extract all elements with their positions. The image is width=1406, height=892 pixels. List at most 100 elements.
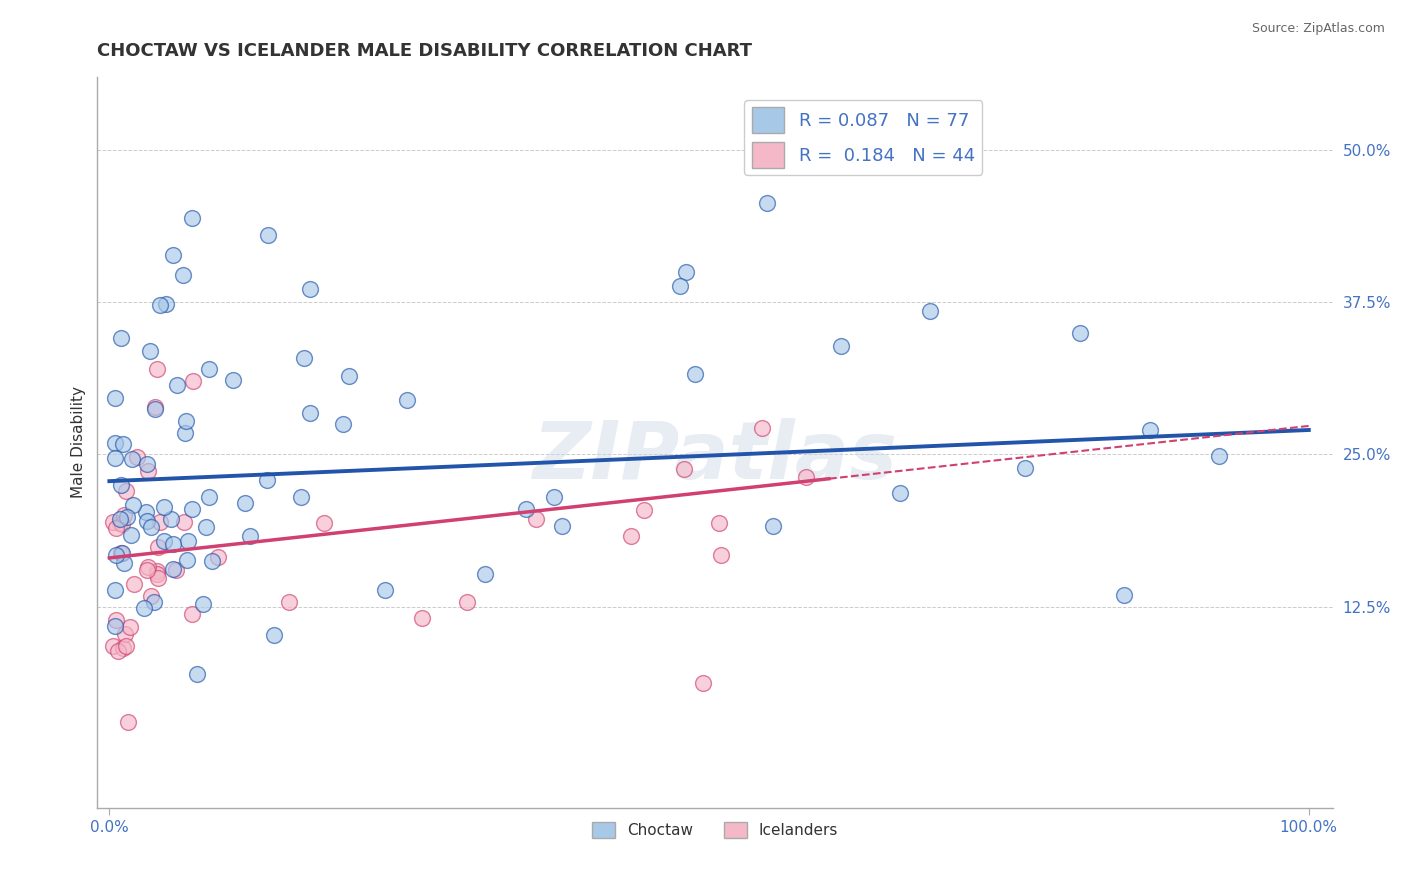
Point	[668, 279, 690, 293]
Point	[112, 508, 135, 522]
Point	[136, 457, 159, 471]
Point	[222, 373, 245, 387]
Point	[207, 550, 229, 565]
Point	[193, 597, 215, 611]
Point	[181, 502, 204, 516]
Point	[105, 549, 128, 563]
Point	[633, 503, 655, 517]
Point	[114, 627, 136, 641]
Point	[395, 393, 418, 408]
Point	[298, 406, 321, 420]
Point	[101, 516, 124, 530]
Point	[107, 644, 129, 658]
Point	[762, 518, 785, 533]
Point	[174, 426, 197, 441]
Point	[830, 338, 852, 352]
Point	[173, 515, 195, 529]
Point	[146, 565, 169, 579]
Point	[149, 515, 172, 529]
Point	[165, 563, 187, 577]
Point	[707, 516, 730, 530]
Point	[177, 533, 200, 548]
Point	[112, 437, 135, 451]
Point	[110, 511, 132, 525]
Point	[117, 715, 139, 730]
Point	[692, 675, 714, 690]
Point	[1114, 588, 1136, 602]
Point	[155, 296, 177, 310]
Point	[756, 195, 779, 210]
Point	[298, 282, 321, 296]
Point	[411, 611, 433, 625]
Point	[122, 577, 145, 591]
Point	[122, 498, 145, 512]
Point	[117, 510, 139, 524]
Point	[111, 641, 134, 656]
Point	[1069, 326, 1091, 341]
Y-axis label: Male Disability: Male Disability	[72, 386, 86, 498]
Point	[146, 362, 169, 376]
Point	[121, 452, 143, 467]
Point	[104, 435, 127, 450]
Point	[176, 414, 198, 428]
Point	[110, 546, 132, 560]
Point	[139, 343, 162, 358]
Point	[112, 556, 135, 570]
Point	[139, 589, 162, 603]
Point	[198, 362, 221, 376]
Point	[115, 484, 138, 499]
Point	[263, 628, 285, 642]
Point	[374, 583, 396, 598]
Point	[889, 486, 911, 500]
Point	[115, 639, 138, 653]
Point	[146, 540, 169, 554]
Point	[160, 511, 183, 525]
Text: Source: ZipAtlas.com: Source: ZipAtlas.com	[1251, 22, 1385, 36]
Point	[110, 478, 132, 492]
Point	[524, 512, 547, 526]
Point	[312, 516, 335, 530]
Point	[239, 529, 262, 543]
Point	[162, 247, 184, 261]
Point	[104, 521, 127, 535]
Point	[135, 505, 157, 519]
Point	[176, 553, 198, 567]
Point	[110, 331, 132, 345]
Point	[256, 473, 278, 487]
Point	[620, 529, 643, 543]
Point	[104, 582, 127, 597]
Point	[332, 417, 354, 431]
Point	[139, 520, 162, 534]
Point	[675, 264, 697, 278]
Point	[152, 533, 174, 548]
Point	[104, 391, 127, 405]
Text: CHOCTAW VS ICELANDER MALE DISABILITY CORRELATION CHART: CHOCTAW VS ICELANDER MALE DISABILITY COR…	[97, 42, 752, 60]
Point	[149, 298, 172, 312]
Point	[135, 563, 157, 577]
Point	[172, 268, 194, 282]
Point	[278, 595, 301, 609]
Point	[101, 639, 124, 653]
Point	[515, 501, 537, 516]
Point	[180, 607, 202, 622]
Point	[136, 560, 159, 574]
Point	[104, 451, 127, 466]
Point	[162, 562, 184, 576]
Point	[104, 619, 127, 633]
Point	[337, 368, 360, 383]
Point	[751, 420, 773, 434]
Point	[136, 514, 159, 528]
Point	[181, 211, 204, 226]
Point	[120, 528, 142, 542]
Point	[233, 496, 256, 510]
Point	[111, 516, 134, 531]
Point	[186, 666, 208, 681]
Point	[710, 548, 733, 562]
Point	[162, 537, 184, 551]
Point	[146, 567, 169, 582]
Point	[146, 571, 169, 585]
Point	[136, 464, 159, 478]
Point	[474, 567, 496, 582]
Point	[290, 490, 312, 504]
Point	[143, 595, 166, 609]
